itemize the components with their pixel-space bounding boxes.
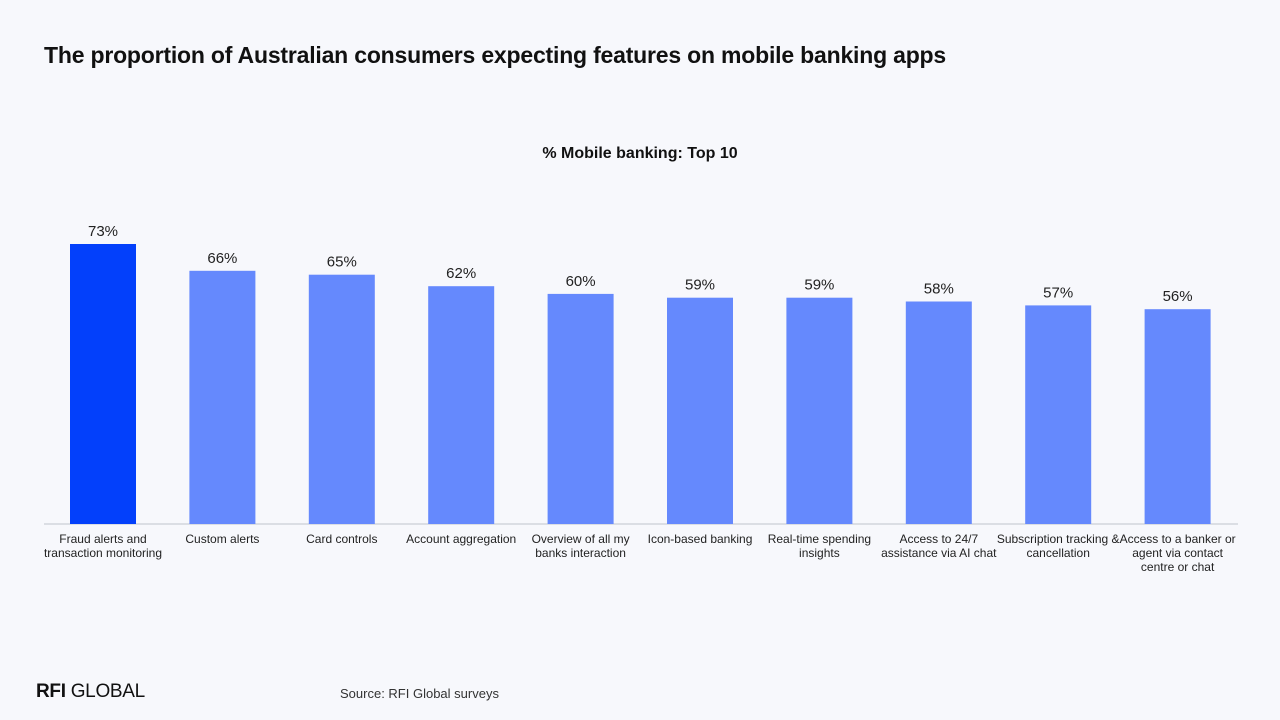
bar-8 (905, 301, 972, 524)
bar-3 (308, 274, 375, 524)
bar-1 (70, 244, 136, 524)
value-label-8: 58% (924, 281, 954, 298)
value-label-10: 56% (1163, 288, 1193, 305)
value-label-5: 60% (566, 273, 596, 290)
rfi-global-logo: RFI GLOBAL (36, 681, 145, 703)
category-label-2: Custom alerts (185, 532, 260, 546)
category-label-4: Account aggregation (406, 532, 517, 546)
value-label-7: 59% (804, 277, 834, 294)
bar-4 (428, 286, 495, 524)
value-label-6: 59% (685, 277, 715, 294)
category-label-8: Access to 24/7 assistance via AI chat (881, 532, 997, 560)
category-label-9: Subscription tracking & cancellation (996, 532, 1120, 560)
category-label-5: Overview of all my banks interaction (531, 532, 630, 560)
category-label-3: Card controls (306, 532, 378, 546)
bar-2 (189, 270, 256, 524)
value-label-9: 57% (1043, 284, 1073, 301)
page-title: The proportion of Australian consumers e… (44, 42, 947, 68)
logo-bold-text: RFI (36, 681, 66, 702)
bar-6 (667, 297, 733, 524)
value-label-1: 73% (88, 223, 118, 240)
bar-10 (1144, 309, 1211, 524)
logo-light-text: GLOBAL (70, 681, 146, 702)
bar-5 (547, 293, 614, 524)
category-label-10: Access to a banker or agent via contact … (1119, 532, 1236, 574)
category-label-7: Real-time spending insights (767, 532, 872, 560)
value-label-2: 66% (207, 250, 237, 267)
value-label-3: 65% (327, 254, 357, 271)
category-label-6: Icon-based banking (647, 532, 753, 546)
value-label-4: 62% (446, 265, 476, 282)
source-note: Source: RFI Global surveys (340, 686, 499, 701)
category-label-1: Fraud alerts and transaction monitoring (43, 532, 163, 560)
bar-9 (1025, 305, 1092, 524)
bar-7 (786, 297, 853, 524)
chart-title: % Mobile banking: Top 10 (542, 145, 738, 162)
